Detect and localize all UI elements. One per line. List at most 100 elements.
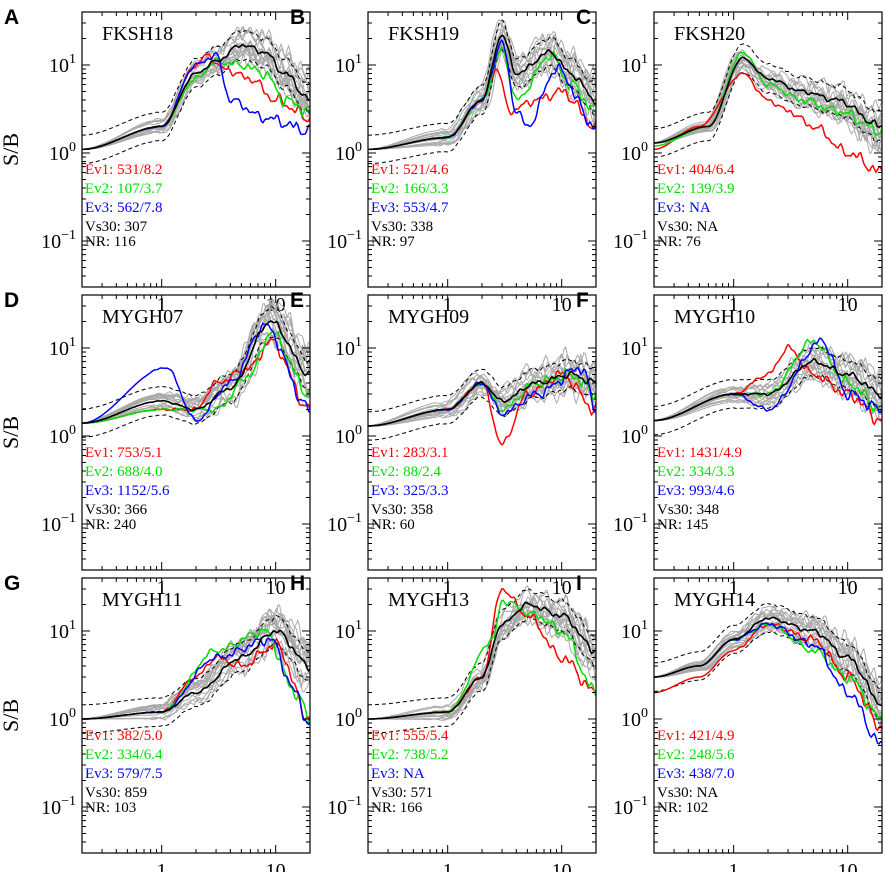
record-curve	[82, 304, 310, 424]
mean-curve	[654, 358, 882, 422]
x-tick-label: 1	[157, 577, 167, 599]
y-tick-label: 101	[49, 618, 76, 643]
station-name: MYGH13	[388, 589, 469, 611]
ev1-annotation: Ev1: 1431/4.9	[657, 445, 742, 461]
x-tick-label: 1	[157, 860, 167, 872]
record-curve	[368, 600, 596, 720]
mean-curve	[368, 601, 596, 720]
y-tick-exponent: −1	[633, 794, 648, 809]
record-curve	[82, 614, 310, 720]
y-tick-exponent: −1	[633, 511, 648, 526]
mean-curve	[368, 370, 596, 427]
y-tick-label: 10−1	[327, 511, 362, 536]
y-tick-exponent: 1	[69, 335, 76, 350]
ev2-curve	[82, 57, 310, 151]
vs30-annotation: Vs30: NA	[657, 785, 718, 801]
station-name: MYGH09	[388, 306, 469, 328]
x-tick-label: 1	[729, 577, 739, 599]
y-tick-label: 100	[621, 140, 648, 165]
record-curve	[654, 605, 882, 686]
ev3-curve	[82, 637, 310, 726]
y-tick-base: 10	[335, 143, 355, 165]
mean-curve	[82, 320, 310, 424]
ev1-annotation: Ev1: 555/5.4	[371, 728, 449, 744]
y-tick-label: 100	[335, 706, 362, 731]
ev1-annotation: Ev1: 753/5.1	[85, 445, 163, 461]
y-tick-exponent: 0	[355, 706, 362, 721]
y-tick-label: 100	[335, 423, 362, 448]
mean-plus-std-curve	[368, 358, 596, 413]
y-tick-base: 10	[49, 621, 69, 643]
x-tick-label: 10	[266, 860, 286, 872]
station-name: MYGH11	[102, 589, 182, 611]
plot-area	[82, 297, 310, 438]
y-tick-base: 10	[335, 338, 355, 360]
y-tick-label: 100	[621, 423, 648, 448]
vs30-annotation: Vs30: 348	[657, 502, 719, 518]
vs30-annotation: Vs30: 571	[371, 785, 433, 801]
record-curve	[654, 347, 882, 421]
nr-annotation: NR: 145	[657, 517, 708, 533]
y-tick-exponent: 0	[69, 140, 76, 155]
record-curve	[654, 52, 882, 144]
y-tick-base: 10	[621, 709, 641, 731]
y-tick-base: 10	[613, 514, 633, 536]
ev3-annotation: Ev3: 325/3.3	[371, 483, 449, 499]
y-tick-base: 10	[49, 143, 69, 165]
y-tick-exponent: −1	[61, 511, 76, 526]
panel-label: I	[576, 572, 582, 595]
y-tick-exponent: −1	[347, 511, 362, 526]
y-tick-label: 10−1	[613, 794, 648, 819]
x-tick-label: 1	[729, 860, 739, 872]
panel-label: A	[4, 6, 19, 29]
y-tick-label: 101	[335, 618, 362, 643]
mean-plus-std-curve	[654, 43, 882, 130]
ev2-annotation: Ev2: 139/3.9	[657, 181, 735, 197]
y-tick-label: 101	[621, 335, 648, 360]
station-name: FKSH18	[102, 23, 173, 45]
record-curve	[368, 585, 596, 720]
record-curve	[654, 612, 882, 706]
mean-plus-std-curve	[368, 19, 596, 136]
mean-minus-std-curve	[82, 58, 310, 164]
y-tick-base: 10	[335, 709, 355, 731]
ev3-annotation: Ev3: 1152/5.6	[85, 483, 170, 499]
ev2-annotation: Ev2: 334/6.4	[85, 747, 163, 763]
ev3-annotation: Ev3: 579/7.5	[85, 766, 163, 782]
y-tick-exponent: −1	[347, 228, 362, 243]
y-tick-base: 10	[613, 797, 633, 819]
y-tick-exponent: 0	[641, 423, 648, 438]
y-tick-exponent: 0	[355, 423, 362, 438]
x-tick-label: 1	[157, 294, 167, 316]
y-tick-label: 100	[621, 706, 648, 731]
nr-annotation: NR: 166	[371, 800, 423, 816]
y-tick-label: 100	[335, 140, 362, 165]
record-curve	[82, 297, 310, 424]
vs30-annotation: Vs30: 307	[85, 219, 148, 235]
record-curve	[654, 623, 882, 733]
station-name: FKSH19	[388, 23, 459, 45]
y-tick-exponent: 0	[641, 140, 648, 155]
record-curve	[82, 331, 310, 424]
y-tick-label: 10−1	[613, 228, 648, 253]
x-tick-label: 10	[552, 577, 572, 599]
ev1-curve	[82, 637, 310, 722]
y-tick-base: 10	[621, 426, 641, 448]
mean-minus-std-curve	[82, 335, 310, 438]
y-tick-base: 10	[49, 426, 69, 448]
plot-area	[654, 43, 882, 174]
record-curve	[654, 346, 882, 421]
record-curve	[368, 606, 596, 720]
y-tick-label: 101	[335, 335, 362, 360]
station-name: MYGH10	[674, 306, 755, 328]
y-tick-exponent: 0	[641, 706, 648, 721]
station-name: FKSH20	[674, 23, 745, 45]
y-tick-exponent: −1	[61, 228, 76, 243]
y-tick-base: 10	[335, 426, 355, 448]
